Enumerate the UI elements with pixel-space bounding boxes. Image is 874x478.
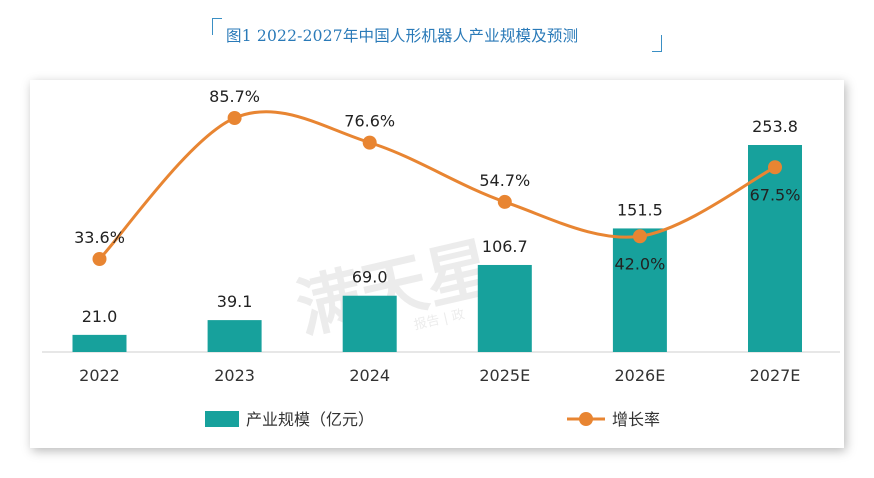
bar-label-2027E: 253.8 [752, 117, 798, 136]
growth-label-2027E: 67.5% [750, 185, 801, 204]
growth-labels: 33.6% 85.7% 76.6% 54.7% 42.0% 67.5% [74, 87, 800, 273]
x-tick-2022: 2022 [79, 366, 120, 385]
bar-2025E [477, 264, 532, 352]
bar-labels: 21.0 39.1 69.0 106.7 151.5 253.8 [82, 117, 798, 326]
growth-point-2026E [632, 229, 647, 244]
bar-2024 [342, 295, 397, 352]
bar-label-2024: 69.0 [352, 268, 388, 287]
legend: 产业规模（亿元） 增长率 [205, 410, 660, 429]
x-tick-2024: 2024 [349, 366, 390, 385]
growth-label-2026E: 42.0% [614, 254, 665, 273]
bar-label-2023: 39.1 [217, 292, 253, 311]
bar-label-2025E: 106.7 [482, 237, 528, 256]
chart-card [30, 80, 844, 448]
legend-bar-swatch [205, 411, 239, 427]
x-tick-2023: 2023 [214, 366, 255, 385]
chart-title-frame: 图1 2022-2027年中国人形机器人产业规模及预测 [212, 18, 662, 52]
title-bracket-right [652, 35, 662, 52]
bar-2026E [612, 228, 667, 352]
growth-point-2025E [497, 194, 512, 209]
bar-label-2026E: 151.5 [617, 200, 663, 219]
x-tick-2027E: 2027E [750, 366, 801, 385]
bar-series [72, 145, 802, 352]
growth-point-2023 [227, 111, 242, 125]
bar-2022 [72, 334, 127, 352]
bar-label-2022: 21.0 [82, 307, 118, 326]
x-tick-2026E: 2026E [614, 366, 665, 385]
title-bracket-left [212, 18, 222, 35]
growth-label-2024: 76.6% [344, 112, 395, 131]
growth-point-2024 [362, 135, 377, 150]
legend-line-marker [579, 412, 593, 426]
bar-2027E [748, 145, 802, 352]
growth-points [92, 111, 782, 266]
growth-label-2023: 85.7% [209, 87, 260, 106]
x-tick-labels: 2022 2023 2024 2025E 2026E 2027E [79, 366, 800, 385]
bar-2023 [207, 320, 262, 352]
x-tick-2025E: 2025E [479, 366, 530, 385]
legend-line-label: 增长率 [612, 410, 660, 429]
growth-point-2022 [92, 252, 107, 266]
chart-title: 图1 2022-2027年中国人形机器人产业规模及预测 [226, 27, 579, 45]
growth-label-2022: 33.6% [74, 228, 125, 247]
growth-point-2027E [768, 160, 782, 175]
growth-label-2025E: 54.7% [479, 171, 530, 190]
legend-bar-label: 产业规模（亿元） [246, 410, 374, 429]
growth-line [98, 110, 776, 261]
